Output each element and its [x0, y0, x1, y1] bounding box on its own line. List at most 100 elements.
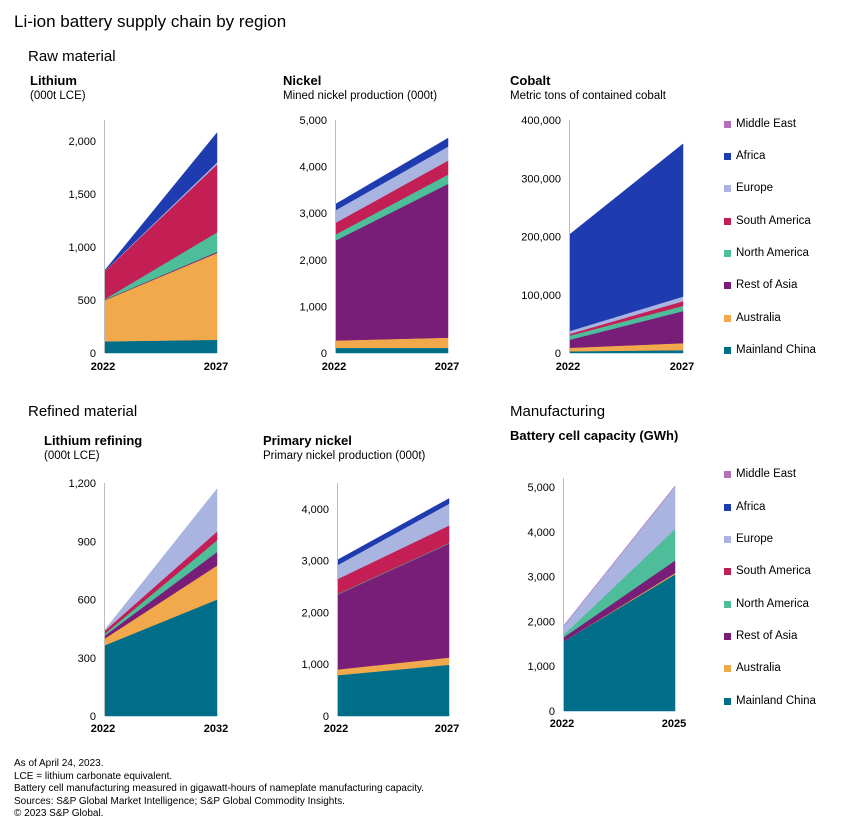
x-tick-label: 2027: [670, 361, 694, 373]
y-tick-label: 900: [78, 536, 96, 548]
y-tick-label: 4,000: [299, 162, 327, 174]
y-tick-label: 4,000: [301, 504, 329, 516]
legend-swatch: [724, 503, 731, 511]
y-tick-label: 400,000: [521, 115, 561, 127]
y-tick-label: 3,000: [299, 208, 327, 220]
legend-swatch: [724, 567, 731, 575]
x-tick-label: 2022: [550, 718, 574, 730]
chart-subtitle-nickel: Mined nickel production (000t): [283, 90, 438, 102]
y-tick-label: 0: [555, 348, 561, 360]
x-tick-label: 2025: [662, 718, 686, 730]
y-tick-label: 300: [78, 653, 96, 665]
y-tick-label: 300,000: [521, 173, 561, 185]
y-tick-label: 2,000: [527, 616, 555, 628]
y-tick-label: 0: [323, 711, 329, 723]
legend-item-middle-east: Middle East: [724, 118, 796, 130]
legend-item-australia: Australia: [724, 312, 781, 324]
x-tick-label: 2032: [204, 723, 228, 735]
x-tick-label: 2022: [91, 361, 115, 373]
x-tick-label: 2022: [324, 723, 348, 735]
legend-item-south-america: South America: [724, 565, 811, 577]
x-tick-label: 2022: [91, 723, 115, 735]
chart-group-0: 0 500 1,000 1,500 2,000 2022 2027: [68, 120, 228, 373]
legend-swatch: [724, 184, 731, 192]
legend-item-north-america: North America: [724, 247, 809, 259]
y-tick-label: 2,000: [301, 607, 329, 619]
legend-swatch: [724, 600, 731, 608]
legend-item-rest-of-asia: Rest of Asia: [724, 279, 797, 291]
y-tick-label: 0: [549, 706, 555, 718]
legend-swatch: [724, 346, 731, 354]
y-tick-label: 0: [321, 348, 327, 360]
chart-title-cobalt: Cobalt: [510, 73, 551, 88]
y-tick-label: 1,500: [68, 189, 96, 201]
chart-group-3: 0 300 600 900 1,200 2022 2032: [68, 478, 228, 735]
page-title: Li-ion battery supply chain by region: [14, 12, 287, 31]
legend-item-south-america: South America: [724, 215, 811, 227]
legend-swatch: [724, 120, 731, 128]
legend-swatch: [724, 314, 731, 322]
footnote-lce: LCE = lithium carbonate equivalent.: [14, 770, 173, 782]
chart-subtitle-lithium: (000t LCE): [30, 90, 86, 102]
area-mainland-china: [335, 347, 449, 354]
legend-item-mainland-china: Mainland China: [724, 344, 816, 356]
legend-item-australia: Australia: [724, 662, 781, 674]
x-tick-label: 2027: [204, 361, 228, 373]
x-tick-label: 2027: [435, 361, 459, 373]
legend-item-middle-east: Middle East: [724, 468, 796, 480]
chart-group-2: 0 100,000 200,000 300,000 400,000 2022 2027: [521, 115, 694, 373]
legend-item-europe: Europe: [724, 182, 773, 194]
legend-item-rest-of-asia: Rest of Asia: [724, 630, 797, 642]
y-tick-label: 0: [90, 348, 96, 360]
chart-group-5: 0 1,000 2,000 3,000 4,000 5,000 2022 2025: [527, 478, 686, 730]
chart-subtitle-cobalt: Metric tons of contained cobalt: [510, 90, 666, 102]
y-tick-label: 3,000: [301, 556, 329, 568]
chart-group-1: 0 1,000 2,000 3,000 4,000 5,000 2022 2027: [299, 115, 459, 373]
legend-swatch: [724, 152, 731, 160]
y-tick-label: 4,000: [527, 527, 555, 539]
y-tick-label: 1,000: [527, 661, 555, 673]
area-mainland-china: [104, 339, 218, 354]
x-tick-label: 2022: [556, 361, 580, 373]
legend-swatch: [724, 281, 731, 289]
legend-swatch: [724, 470, 731, 478]
footnote-copyright: © 2023 S&P Global.: [14, 808, 104, 819]
y-tick-label: 0: [90, 711, 96, 723]
footnotes: As of April 24, 2023. LCE = lithium carb…: [14, 758, 424, 821]
section-manufacturing: Manufacturing: [510, 403, 606, 420]
chart-title-nickel: Nickel: [283, 73, 322, 88]
y-tick-label: 5,000: [527, 482, 555, 494]
y-tick-label: 1,000: [299, 301, 327, 313]
y-tick-label: 3,000: [527, 572, 555, 584]
legend-swatch: [724, 249, 731, 257]
legend-item-north-america: North America: [724, 598, 809, 610]
y-tick-label: 600: [78, 595, 96, 607]
y-tick-label: 1,000: [68, 242, 96, 254]
y-tick-label: 2,000: [68, 136, 96, 148]
x-tick-label: 2027: [435, 723, 459, 735]
chart-title-lithium-refining: Lithium refining: [44, 433, 143, 448]
legend-manufacturing: Middle East Africa Europe South America …: [724, 468, 844, 713]
y-tick-label: 200,000: [521, 232, 561, 244]
footnote-gwh: Battery cell manufacturing measured in g…: [14, 783, 425, 794]
y-tick-label: 500: [78, 295, 96, 307]
x-tick-label: 2022: [322, 361, 346, 373]
y-tick-label: 100,000: [521, 290, 561, 302]
chart-title-lithium: Lithium: [30, 73, 77, 88]
legend-swatch: [724, 664, 731, 672]
section-refined-material: Refined material: [28, 403, 138, 420]
legend-swatch: [724, 697, 731, 705]
y-tick-label: 2,000: [299, 255, 327, 267]
section-raw-material: Raw material: [28, 48, 116, 65]
y-tick-label: 1,000: [301, 659, 329, 671]
legend-raw-material: Middle East Africa Europe South America …: [724, 118, 844, 363]
y-tick-label: 1,200: [68, 478, 96, 490]
chart-subtitle-lithium-refining: (000t LCE): [44, 450, 100, 462]
y-tick-label: 5,000: [299, 115, 327, 127]
legend-swatch: [724, 535, 731, 543]
footnote-sources: Sources: S&P Global Market Intelligence;…: [14, 795, 345, 807]
footnote-date: As of April 24, 2023.: [14, 758, 104, 769]
legend-swatch: [724, 632, 731, 640]
legend-item-africa: Africa: [724, 501, 765, 513]
